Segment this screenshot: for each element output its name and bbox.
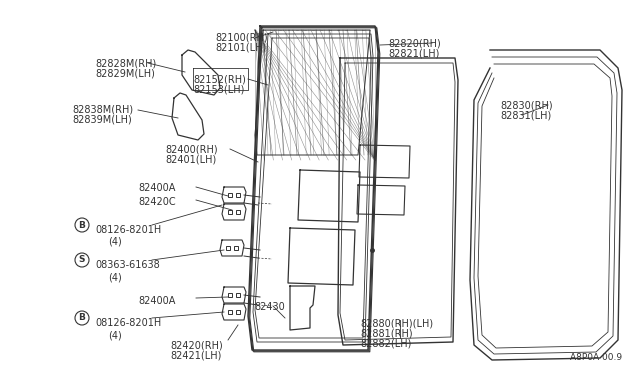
Text: (4): (4) [108,330,122,340]
Polygon shape [255,30,370,155]
Text: S: S [79,256,85,264]
Text: 82400A: 82400A [138,296,175,306]
Text: 82400(RH): 82400(RH) [165,144,218,154]
Text: 82430: 82430 [254,302,285,312]
Text: (4): (4) [108,272,122,282]
Text: 82882(LH): 82882(LH) [360,338,412,348]
Text: 82831(LH): 82831(LH) [500,110,551,120]
Text: 82880(RH)(LH): 82880(RH)(LH) [360,318,433,328]
Text: 82401(LH): 82401(LH) [165,154,216,164]
Text: 82820(RH): 82820(RH) [388,38,441,48]
Text: 82421(LH): 82421(LH) [170,350,221,360]
Text: (4): (4) [108,237,122,247]
Text: 82400A: 82400A [138,183,175,193]
Text: 08126-8201H: 08126-8201H [95,318,161,328]
Text: 82153(LH): 82153(LH) [193,85,244,95]
Text: 82420(RH): 82420(RH) [170,340,223,350]
Text: 82828M(RH): 82828M(RH) [95,58,156,68]
Text: 82830(RH): 82830(RH) [500,100,552,110]
Text: 82821(LH): 82821(LH) [388,48,440,58]
Text: 08363-61638: 08363-61638 [95,260,160,270]
Text: B: B [79,221,85,230]
Text: 82152(RH): 82152(RH) [193,75,246,85]
Text: 82829M(LH): 82829M(LH) [95,68,155,78]
Text: 82420C: 82420C [138,197,175,207]
Text: 82881(RH): 82881(RH) [360,328,413,338]
Text: B: B [79,314,85,323]
Text: A8P0A 00.9: A8P0A 00.9 [570,353,622,362]
Text: 08126-8201H: 08126-8201H [95,225,161,235]
Text: 82838M(RH): 82838M(RH) [72,105,133,115]
Text: 82100(RH): 82100(RH) [215,33,268,43]
Text: 82839M(LH): 82839M(LH) [72,115,132,125]
Text: 82101(LH): 82101(LH) [215,43,266,53]
